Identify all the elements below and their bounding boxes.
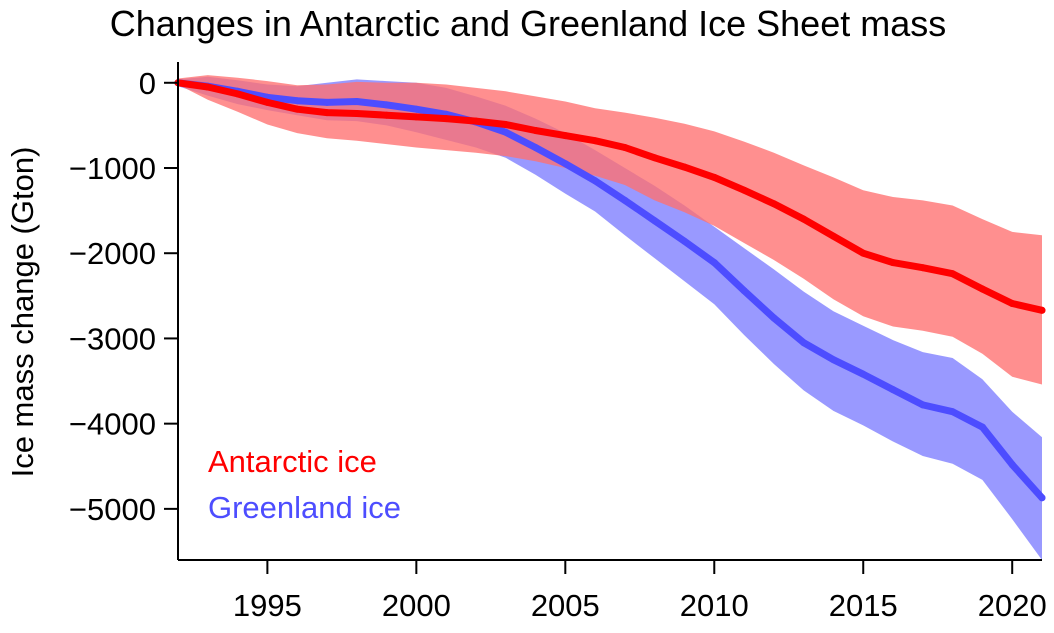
y-tick-label: −2000 bbox=[69, 236, 156, 271]
point-antarctic-ice bbox=[919, 264, 927, 272]
point-greenland-ice bbox=[949, 408, 957, 416]
point-greenland-ice bbox=[681, 237, 688, 245]
point-greenland-ice bbox=[323, 98, 331, 106]
legend-entry-greenland-ice: Greenland ice bbox=[208, 490, 401, 525]
legend-entry-antarctic-ice: Antarctic ice bbox=[208, 444, 377, 479]
point-greenland-ice bbox=[800, 339, 808, 347]
point-greenland-ice bbox=[502, 128, 510, 136]
point-antarctic-ice bbox=[621, 144, 629, 151]
band-antarctic-ice bbox=[178, 75, 1042, 385]
point-antarctic-ice bbox=[204, 83, 212, 91]
point-antarctic-ice bbox=[859, 249, 867, 257]
x-tick-label: 2000 bbox=[382, 588, 451, 623]
point-greenland-ice bbox=[889, 386, 897, 394]
point-greenland-ice bbox=[740, 287, 748, 295]
point-greenland-ice bbox=[651, 217, 659, 225]
point-antarctic-ice bbox=[710, 173, 718, 181]
point-greenland-ice bbox=[383, 101, 391, 109]
y-tick-label: −3000 bbox=[69, 321, 156, 356]
point-greenland-ice bbox=[293, 97, 301, 105]
y-tick-label: −4000 bbox=[69, 407, 156, 442]
y-tick-label: 0 bbox=[139, 66, 156, 101]
point-antarctic-ice bbox=[293, 105, 301, 113]
y-axis-label: Ice mass change (Gton) bbox=[5, 147, 40, 478]
y-tick-label: −1000 bbox=[69, 151, 156, 186]
point-antarctic-ice bbox=[472, 117, 480, 125]
point-antarctic-ice bbox=[383, 111, 391, 119]
point-greenland-ice bbox=[353, 98, 361, 105]
point-greenland-ice bbox=[412, 105, 420, 113]
point-greenland-ice bbox=[621, 196, 629, 204]
point-antarctic-ice bbox=[651, 154, 659, 162]
point-greenland-ice bbox=[1008, 461, 1016, 469]
series-lines bbox=[174, 79, 1046, 502]
point-antarctic-ice bbox=[263, 98, 271, 106]
x-tick-label: 1995 bbox=[233, 588, 302, 623]
point-antarctic-ice bbox=[1008, 300, 1016, 307]
chart-title: Changes in Antarctic and Greenland Ice S… bbox=[110, 3, 947, 44]
point-antarctic-ice bbox=[949, 270, 957, 278]
point-greenland-ice bbox=[919, 401, 927, 409]
point-antarctic-ice bbox=[740, 186, 748, 194]
point-greenland-ice bbox=[1038, 494, 1046, 502]
point-antarctic-ice bbox=[889, 259, 897, 267]
point-antarctic-ice bbox=[978, 285, 986, 293]
x-tick-label: 2010 bbox=[680, 588, 749, 623]
x-tick-label: 2015 bbox=[829, 588, 898, 623]
point-greenland-ice bbox=[829, 356, 837, 364]
point-antarctic-ice bbox=[353, 110, 361, 117]
point-antarctic-ice bbox=[829, 232, 837, 240]
point-antarctic-ice bbox=[561, 132, 569, 140]
legend: Antarctic ice Greenland ice bbox=[208, 444, 401, 525]
point-greenland-ice bbox=[770, 314, 778, 322]
point-antarctic-ice bbox=[412, 113, 420, 121]
point-antarctic-ice bbox=[442, 115, 450, 123]
point-antarctic-ice bbox=[591, 137, 599, 145]
line-greenland-ice bbox=[174, 79, 1046, 502]
point-greenland-ice bbox=[978, 423, 986, 431]
point-antarctic-ice bbox=[234, 90, 242, 98]
y-tick-label: −5000 bbox=[69, 492, 156, 527]
x-tick-label: 2005 bbox=[531, 588, 600, 623]
point-greenland-ice bbox=[532, 144, 539, 151]
point-greenland-ice bbox=[591, 177, 599, 185]
axes: 0 −1000 −2000 −3000 −4000 −5000 1995 2000 2005 20… bbox=[69, 62, 1047, 623]
point-antarctic-ice bbox=[502, 121, 510, 128]
point-antarctic-ice bbox=[532, 127, 539, 134]
point-antarctic-ice bbox=[800, 215, 808, 223]
point-greenland-ice bbox=[561, 160, 569, 168]
line-antarctic-ice bbox=[174, 79, 1046, 314]
point-antarctic-ice bbox=[1038, 306, 1046, 314]
point-antarctic-ice bbox=[770, 200, 778, 208]
point-antarctic-ice bbox=[681, 163, 688, 171]
point-greenland-ice bbox=[859, 370, 867, 378]
x-tick-label: 2020 bbox=[978, 588, 1047, 623]
uncertainty-bands bbox=[178, 75, 1042, 561]
point-antarctic-ice bbox=[323, 109, 331, 117]
point-greenland-ice bbox=[710, 259, 718, 267]
